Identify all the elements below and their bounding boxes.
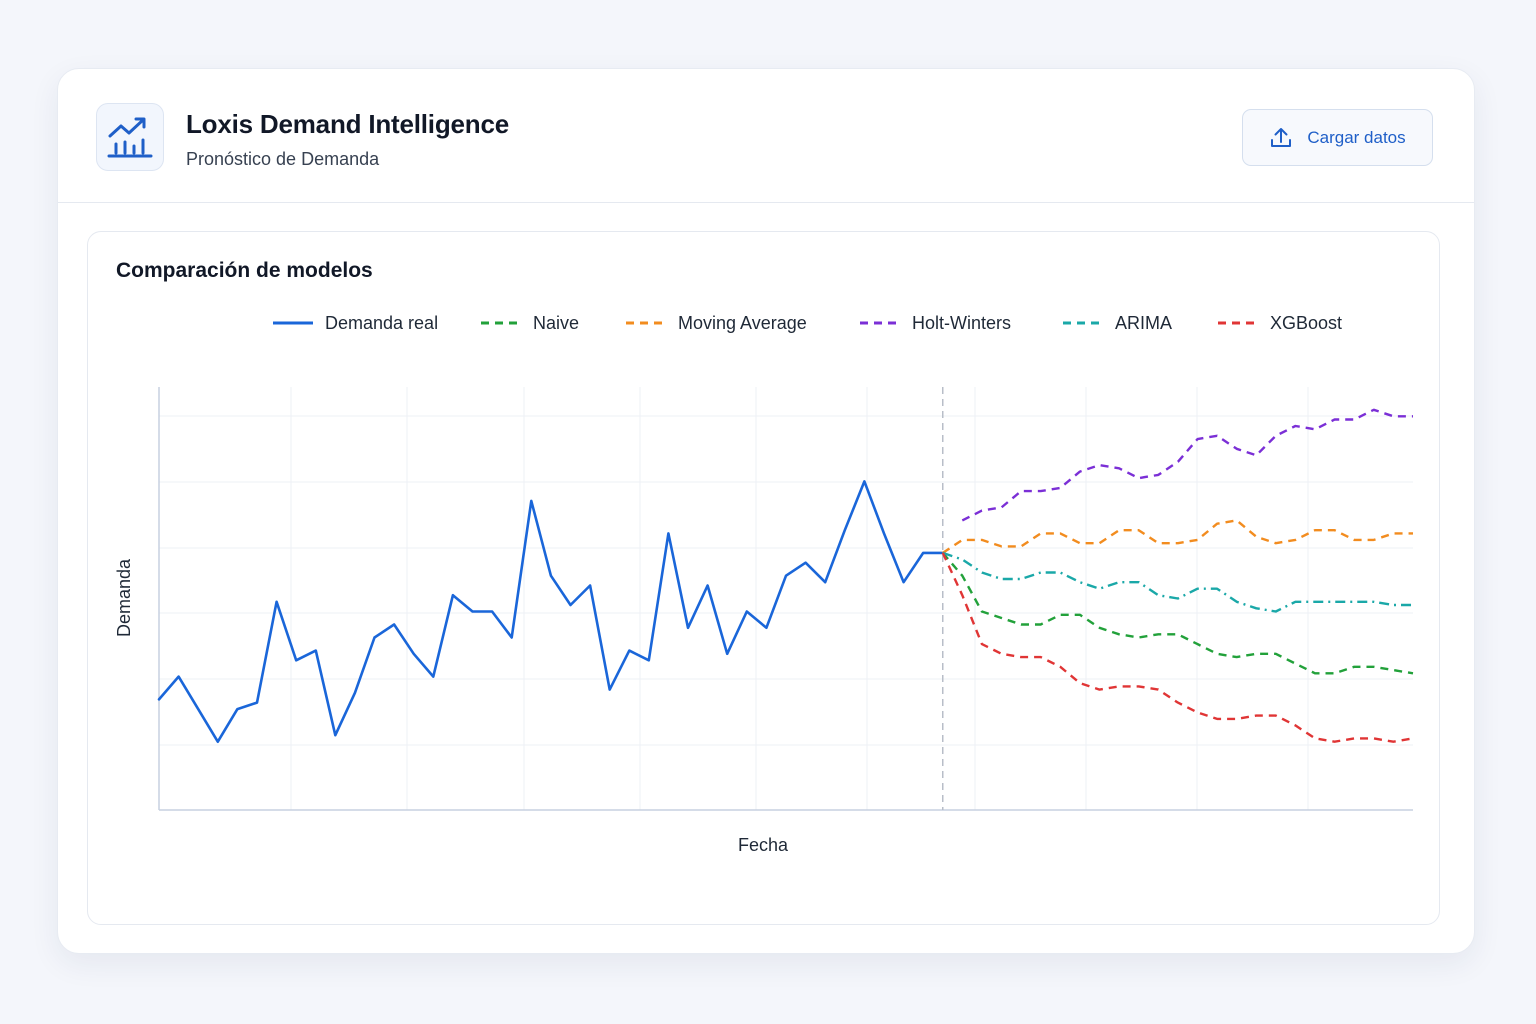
series-line-arima	[942, 551, 1413, 613]
upload-icon	[1271, 127, 1292, 147]
series-line-actual	[157, 480, 945, 744]
upload-data-label: Cargar datos	[1307, 127, 1406, 147]
app-logo	[96, 103, 164, 171]
app-header: Loxis Demand Intelligence Pronóstico de …	[58, 69, 1474, 203]
chart-axes	[158, 387, 1413, 811]
app-title: Loxis Demand Intelligence	[186, 109, 509, 139]
chart-legend: Demanda real Naive Moving Average Holt-Wint…	[273, 313, 1342, 333]
legend-label: Moving Average	[678, 313, 807, 333]
legend-label: Naive	[533, 313, 579, 333]
trend-chart-icon	[107, 117, 153, 158]
upload-data-button[interactable]: Cargar datos	[1242, 109, 1433, 166]
legend-item-holt-winters: Holt-Winters	[860, 313, 1011, 333]
legend-item-moving-average: Moving Average	[626, 313, 807, 333]
model-comparison-chart: Demanda real Naive Moving Average Holt-Wint…	[114, 313, 1414, 855]
legend-item-naive: Naive	[481, 313, 579, 333]
legend-label: ARIMA	[1115, 313, 1172, 333]
legend-label: XGBoost	[1270, 313, 1342, 333]
model-comparison-panel: Comparación de modelos Demanda real Naive…	[87, 231, 1440, 925]
legend-item-arima: ARIMA	[1063, 313, 1172, 333]
chart-grid	[159, 387, 1413, 810]
legend-label: Demanda real	[325, 313, 438, 333]
y-axis-label: Demanda	[114, 558, 134, 637]
series-line-xgboost	[941, 552, 1414, 743]
x-axis-label: Fecha	[738, 835, 789, 855]
chart-series	[157, 408, 1414, 744]
series-line-naive	[941, 552, 1414, 675]
legend-item-actual: Demanda real	[273, 313, 438, 333]
series-line-holt-winters	[961, 408, 1413, 522]
legend-item-xgboost: XGBoost	[1218, 313, 1342, 333]
legend-label: Holt-Winters	[912, 313, 1011, 333]
series-line-moving-average	[942, 519, 1413, 554]
app-subtitle: Pronóstico de Demanda	[186, 149, 380, 169]
main-card: Loxis Demand Intelligence Pronóstico de …	[57, 68, 1475, 954]
panel-title: Comparación de modelos	[116, 259, 373, 282]
